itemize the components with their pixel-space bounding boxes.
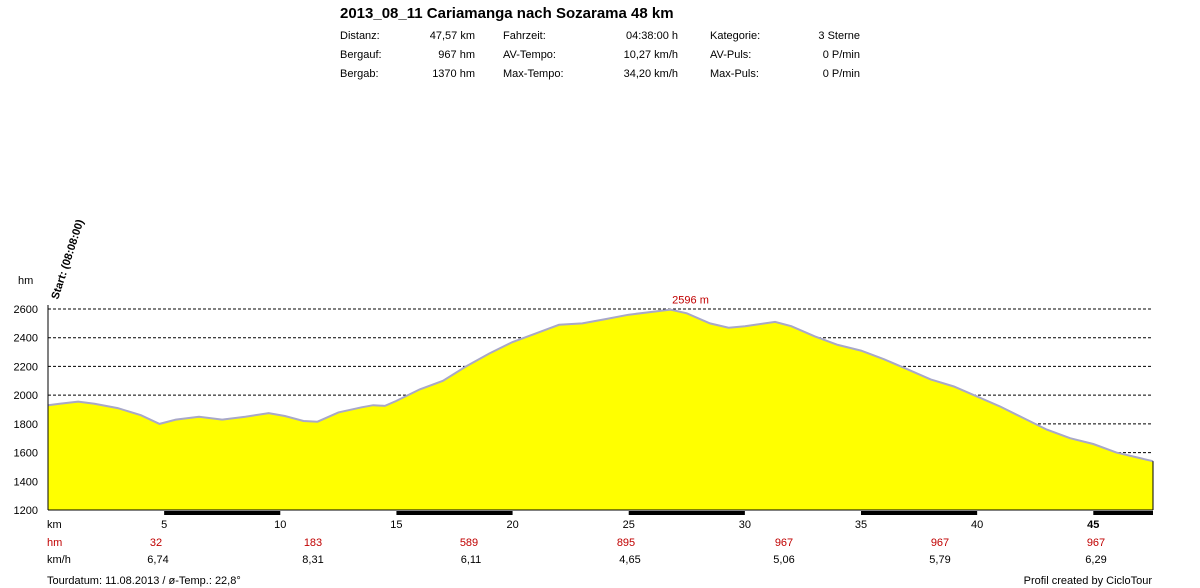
axis-layer: 1200 1400 1600 1800 2000 2200 2400 2600 5 10 15 20 2… <box>14 304 1154 566</box>
x-tick-label: 40 <box>971 519 983 531</box>
table-kmh-value: 5,79 <box>929 554 950 566</box>
stat-label-bergauf: Bergauf: <box>340 49 382 61</box>
stat-value-distanz: 47,57 km <box>429 30 475 42</box>
x-tick-label: 15 <box>390 519 402 531</box>
table-kmh-value: 6,11 <box>461 554 482 566</box>
footer-right: Profil created by CicloTour <box>1024 575 1153 587</box>
table-hm-value: 895 <box>617 537 635 549</box>
x-tick-label: 45 <box>1087 519 1099 531</box>
stat-value-av-puls: 0 P/min <box>822 49 860 61</box>
table-kmh-value: 4,65 <box>619 554 640 566</box>
y-tick-label: 1600 <box>14 448 38 460</box>
stat-value-max-tempo: 34,20 km/h <box>623 68 678 80</box>
y-tick-label: 2000 <box>14 390 38 402</box>
stat-label-max-tempo: Max-Tempo: <box>503 68 564 80</box>
y-tick-label: 2400 <box>14 333 38 345</box>
table-kmh-value: 6,29 <box>1085 554 1106 566</box>
stat-label-fahrzeit: Fahrzeit: <box>503 30 546 42</box>
stat-value-fahrzeit: 04:38:00 h <box>626 30 678 42</box>
table-hm-label: hm <box>47 537 62 549</box>
stat-value-kategorie: 3 Sterne <box>818 30 860 42</box>
x-tick-label: 30 <box>739 519 751 531</box>
peak-label: 2596 m <box>672 295 709 307</box>
stat-label-av-puls: AV-Puls: <box>710 49 752 61</box>
x-tick-label: 10 <box>274 519 286 531</box>
x-tick-label: 20 <box>506 519 518 531</box>
y-tick-label: 1200 <box>14 505 38 517</box>
table-kmh-value: 8,31 <box>302 554 323 566</box>
start-annotation: Start: (08:08:00) <box>49 218 86 301</box>
table-kmh-label: km/h <box>47 554 71 566</box>
x-tick-label: 35 <box>855 519 867 531</box>
table-hm-value: 589 <box>460 537 478 549</box>
km-scale-segment <box>628 511 745 515</box>
x-axis-label: km <box>47 519 62 531</box>
stat-label-bergab: Bergab: <box>340 68 379 80</box>
km-scale-segment <box>1093 511 1153 515</box>
stat-label-av-tempo: AV-Tempo: <box>503 49 556 61</box>
table-kmh-value: 6,74 <box>147 554 168 566</box>
km-scale-segment <box>164 511 281 515</box>
table-kmh-value: 5,06 <box>773 554 794 566</box>
x-tick-label: 25 <box>623 519 635 531</box>
table-hm-value: 967 <box>775 537 793 549</box>
table-hm-value: 32 <box>150 537 162 549</box>
y-tick-label: 2200 <box>14 361 38 373</box>
y-tick-label: 1400 <box>14 476 38 488</box>
elevation-line <box>47 308 1154 463</box>
chart-title: 2013_08_11 Cariamanga nach Sozarama 48 k… <box>340 5 674 22</box>
table-hm-value: 967 <box>1087 537 1105 549</box>
km-scale-segment <box>396 511 513 515</box>
x-tick-label: 5 <box>161 519 167 531</box>
stat-label-max-puls: Max-Puls: <box>710 68 759 80</box>
table-hm-value: 183 <box>304 537 322 549</box>
y-axis-label: hm <box>18 275 33 287</box>
stat-value-bergauf: 967 hm <box>438 49 475 61</box>
y-tick-label: 1800 <box>14 419 38 431</box>
stat-value-bergab: 1370 hm <box>432 68 475 80</box>
stat-value-av-tempo: 10,27 km/h <box>623 49 678 61</box>
stat-value-max-puls: 0 P/min <box>822 68 860 80</box>
stat-label-kategorie: Kategorie: <box>710 30 761 42</box>
stat-label-distanz: Distanz: <box>340 30 380 42</box>
km-scale-segment <box>861 511 978 515</box>
table-hm-value: 967 <box>931 537 949 549</box>
footer-left: Tourdatum: 11.08.2013 / ø-Temp.: 22,8° <box>47 575 241 587</box>
y-tick-label: 2600 <box>14 304 38 316</box>
elevation-area <box>48 309 1153 510</box>
